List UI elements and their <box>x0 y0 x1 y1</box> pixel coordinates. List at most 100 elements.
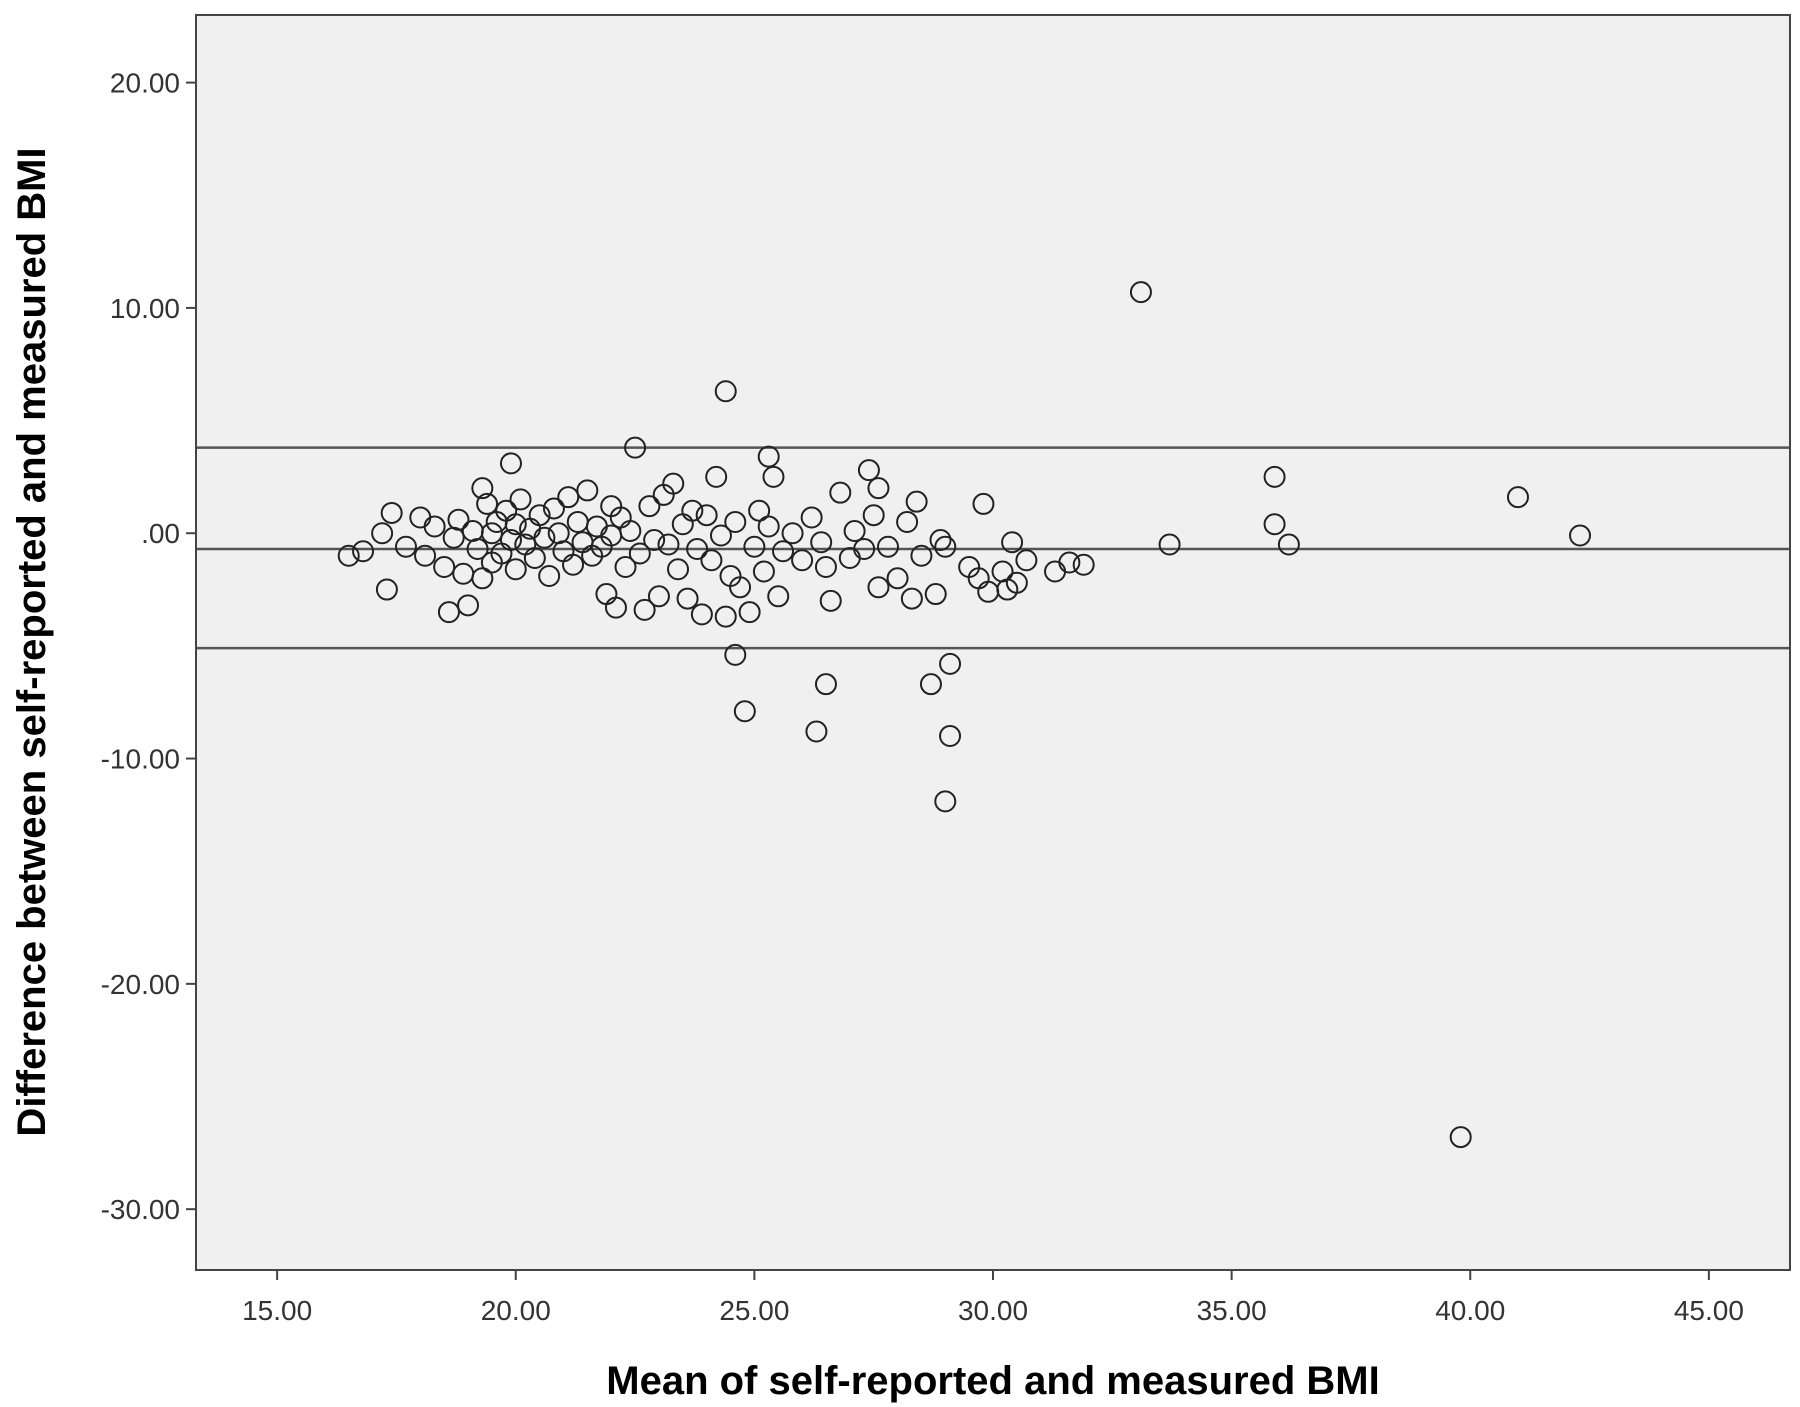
data-point <box>690 603 713 626</box>
data-point <box>557 486 580 509</box>
data-point <box>437 601 460 624</box>
data-point <box>499 452 522 475</box>
data-point <box>819 589 842 612</box>
data-point <box>619 519 642 542</box>
data-point <box>867 576 890 599</box>
data-point <box>1277 533 1300 556</box>
data-point <box>695 504 718 527</box>
data-point <box>877 535 900 558</box>
data-point <box>805 720 828 743</box>
data-point <box>676 587 699 610</box>
data-point <box>1072 553 1095 576</box>
data-point <box>738 601 761 624</box>
data-point <box>471 567 494 590</box>
data-point <box>528 504 551 527</box>
data-point <box>337 544 360 567</box>
data-point <box>810 531 833 554</box>
y-tick-label: -10.00 <box>101 744 180 775</box>
data-point <box>509 488 532 511</box>
data-point <box>752 560 775 583</box>
data-point <box>1005 571 1028 594</box>
data-point <box>791 549 814 572</box>
data-point <box>576 479 599 502</box>
data-point <box>972 492 995 515</box>
data-point <box>853 537 876 560</box>
x-tick-label: 45.00 <box>1674 1295 1744 1326</box>
data-point <box>929 528 952 551</box>
data-point <box>939 652 962 675</box>
data-point <box>499 528 522 551</box>
data-point <box>375 578 398 601</box>
data-point <box>934 790 957 813</box>
data-point <box>1506 486 1529 509</box>
data-point <box>743 535 766 558</box>
data-point <box>772 540 795 563</box>
data-point <box>924 583 947 606</box>
data-point <box>867 477 890 500</box>
data-point <box>896 510 919 533</box>
data-point <box>352 540 375 563</box>
data-point <box>604 596 627 619</box>
data-point <box>709 524 732 547</box>
data-point <box>471 477 494 500</box>
data-point <box>905 490 928 513</box>
data-point <box>1263 465 1286 488</box>
data-point <box>533 526 556 549</box>
data-point <box>748 499 771 522</box>
x-axis-title: Mean of self-reported and measured BMI <box>606 1359 1379 1403</box>
x-tick-label: 20.00 <box>481 1295 551 1326</box>
data-point <box>628 542 651 565</box>
y-tick-label: .00 <box>141 518 180 549</box>
data-point <box>480 522 503 545</box>
data-point <box>814 556 837 579</box>
x-tick-label: 35.00 <box>1197 1295 1267 1326</box>
data-point <box>862 504 885 527</box>
data-point <box>667 558 690 581</box>
data-point <box>919 673 942 696</box>
data-point <box>624 436 647 459</box>
data-point <box>1569 524 1592 547</box>
data-point <box>724 510 747 533</box>
data-point <box>542 497 565 520</box>
data-point <box>1001 531 1024 554</box>
x-tick-label: 40.00 <box>1435 1295 1505 1326</box>
plot-area <box>196 15 1790 1270</box>
data-point <box>886 567 909 590</box>
data-point <box>504 558 527 581</box>
data-point <box>829 481 852 504</box>
data-point <box>423 515 446 538</box>
data-point <box>681 499 704 522</box>
data-point <box>638 495 661 518</box>
y-tick-label: 20.00 <box>110 68 180 99</box>
data-point <box>633 598 656 621</box>
data-point <box>762 465 785 488</box>
data-point <box>447 508 470 531</box>
data-point <box>700 549 723 572</box>
data-point <box>662 472 685 495</box>
data-point <box>476 492 499 515</box>
data-point <box>800 506 823 529</box>
x-tick-label: 30.00 <box>958 1295 1028 1326</box>
data-point <box>614 556 637 579</box>
y-tick-label: -30.00 <box>101 1194 180 1225</box>
data-point <box>1058 551 1081 574</box>
data-points <box>337 281 1592 1149</box>
data-point <box>1015 549 1038 572</box>
data-point <box>538 565 561 588</box>
data-point <box>757 445 780 468</box>
data-point <box>504 513 527 536</box>
data-point <box>394 535 417 558</box>
data-point <box>1449 1126 1472 1149</box>
data-point <box>857 459 880 482</box>
data-point <box>939 725 962 748</box>
data-point <box>457 594 480 617</box>
data-point <box>1158 533 1181 556</box>
x-tick-label: 15.00 <box>242 1295 312 1326</box>
data-point <box>380 501 403 524</box>
y-axis: 20.00 10.00 .00 -10.00 -20.00 -30.00 <box>101 68 196 1225</box>
data-point <box>657 533 680 556</box>
data-point <box>814 673 837 696</box>
data-point <box>1129 281 1152 304</box>
data-point <box>934 535 957 558</box>
